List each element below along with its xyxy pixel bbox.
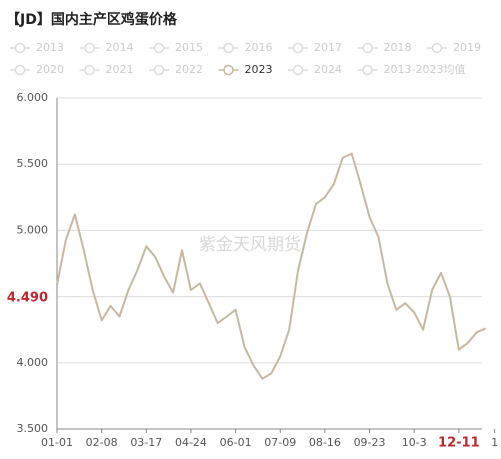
legend-icon: [292, 64, 304, 76]
legend-icon: [84, 42, 95, 54]
legend-label: 2019: [453, 41, 481, 54]
legend-icon: [153, 64, 165, 76]
x-tick-label: 10-3: [402, 436, 427, 449]
x-tick-label: 03-17: [130, 436, 162, 449]
legend-label: 2020: [36, 63, 64, 76]
y-tick-label: 3.500: [17, 422, 49, 435]
legend-icon: [292, 42, 304, 54]
legend-icon: [84, 64, 95, 76]
legend-icon: [223, 64, 234, 76]
legend-label: 2016: [245, 41, 273, 54]
legend-icon: [431, 42, 443, 54]
x-tick-label: 02-08: [86, 436, 118, 449]
legend-icon: [14, 64, 26, 76]
y-tick-label: 5.000: [17, 223, 49, 236]
legend-icon: [223, 42, 234, 54]
series-line: [56, 152, 487, 380]
legend-label: 2017: [314, 41, 342, 54]
legend-label: 2014: [106, 41, 134, 54]
legend-icon: [362, 42, 373, 54]
x-tick-label: 1: [491, 436, 498, 449]
x-tick-label: 06-01: [220, 436, 252, 449]
legend-label: 2013-2023均值: [384, 63, 466, 76]
legend-icon: [362, 64, 373, 76]
legend-icon: [14, 42, 26, 54]
y-marker-bg: [4, 288, 50, 307]
legend-label: 2013: [36, 41, 64, 54]
x-tick-label: 08-16: [309, 436, 341, 449]
y-marker-label: 4.490: [7, 290, 48, 305]
legend-label: 2018: [384, 41, 412, 54]
legend-label: 2024: [314, 63, 342, 76]
legend-label: 2022: [175, 63, 203, 76]
x-tick-label: 01-01: [41, 436, 73, 449]
x-tick-label: 07-09: [264, 436, 296, 449]
y-tick-label: 6.000: [17, 91, 49, 104]
legend-icon: [153, 42, 165, 54]
legend-label: 2023: [245, 63, 273, 76]
legend-label: 2015: [175, 41, 203, 54]
chart-title: 【JD】国内主产区鸡蛋价格: [6, 11, 178, 28]
x-tick-label: 04-24: [175, 436, 207, 449]
legend-label: 2021: [106, 63, 134, 76]
watermark: 紫金天风期货: [199, 235, 301, 255]
x-tick-label: 09-23: [354, 436, 386, 449]
x-tick-label: 12-11: [438, 436, 480, 451]
y-tick-label: 4.000: [17, 356, 49, 369]
y-tick-label: 5.500: [17, 157, 49, 170]
